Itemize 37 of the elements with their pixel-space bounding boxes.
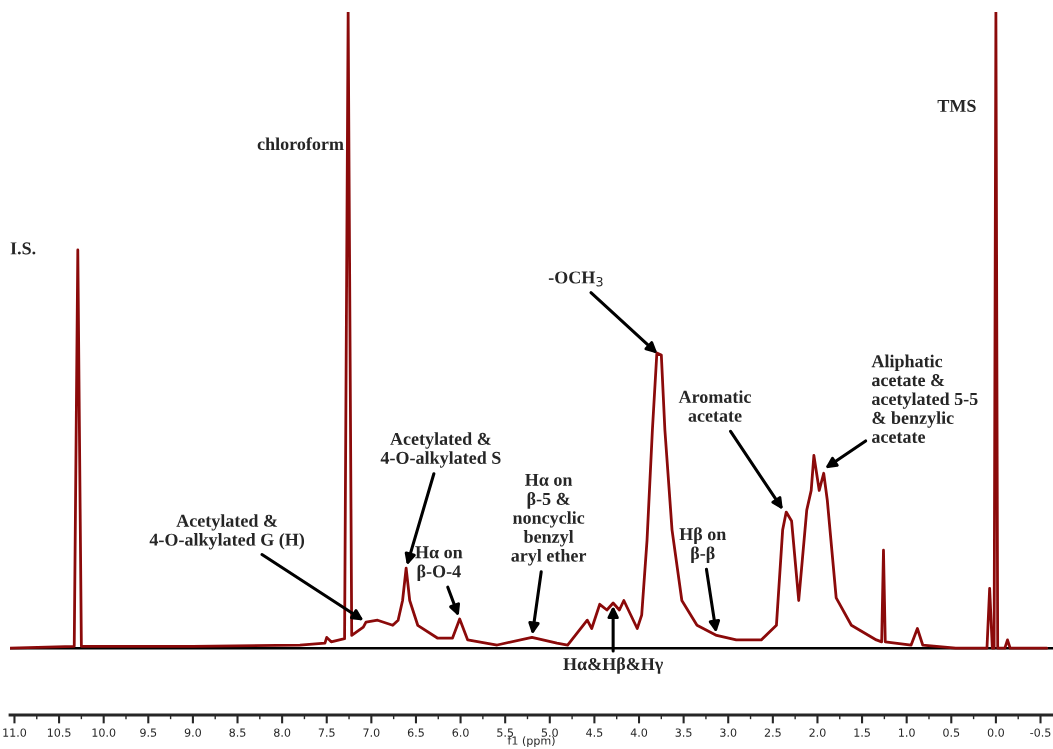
- annotation: Hα on β-O-4: [415, 546, 463, 582]
- x-tick-label: 6.5: [407, 728, 424, 737]
- x-tick-label: 10.5: [47, 728, 71, 737]
- x-tick-label: 9.0: [184, 728, 201, 737]
- x-tick-label: 8.5: [229, 728, 246, 737]
- annotation: Aromatic acetate: [678, 390, 751, 422]
- annotation: I.S.: [10, 242, 36, 255]
- annotation: Hα&Hβ&Hγ: [563, 657, 664, 674]
- x-tick-label: 8.0: [274, 728, 291, 737]
- x-tick-label: 3.0: [720, 728, 737, 737]
- x-axis-title: f1 (ppm): [507, 736, 555, 747]
- x-tick-label: 9.5: [140, 728, 157, 737]
- x-tick-label: 6.0: [452, 728, 469, 737]
- x-tick-label: 2.5: [764, 728, 781, 737]
- x-tick-label: 3.5: [675, 728, 692, 737]
- x-tick-label: 1.0: [899, 728, 915, 737]
- annotation: Hβ on β-β: [679, 527, 727, 564]
- x-tick-label: 11.0: [3, 728, 27, 737]
- annotation: chloroform: [257, 137, 344, 151]
- x-tick-label: 0.5: [943, 728, 960, 737]
- x-tick-label: 4.0: [630, 728, 648, 737]
- x-tick-label: 7.5: [318, 728, 335, 737]
- annotation: Aliphatic acetate & acetylated 5-5 & benzylic acetate: [871, 354, 978, 443]
- x-tick-label: 5.5: [497, 728, 514, 737]
- x-tick-label: 1.5: [854, 728, 870, 737]
- annotation: Hα on β-5 & noncyclic benzyl aryl ether: [511, 473, 587, 566]
- annotation: -OCH$_{3}$: [548, 271, 603, 287]
- x-tick-label: 0.0: [987, 728, 1004, 737]
- annotation: Acetylated & 4-O-alkylated G (H): [149, 514, 305, 550]
- x-tick-label: 10.0: [92, 728, 116, 737]
- annotation: Acetylated & 4-O-alkylated S: [380, 432, 501, 468]
- annotation: TMS: [937, 99, 976, 112]
- x-tick-label: -0.5: [1030, 728, 1051, 737]
- x-tick-label: 7.0: [363, 728, 380, 737]
- x-tick-label: 5.0: [541, 728, 558, 737]
- x-tick-label: 2.0: [809, 728, 826, 737]
- x-tick-label: 4.5: [586, 728, 603, 737]
